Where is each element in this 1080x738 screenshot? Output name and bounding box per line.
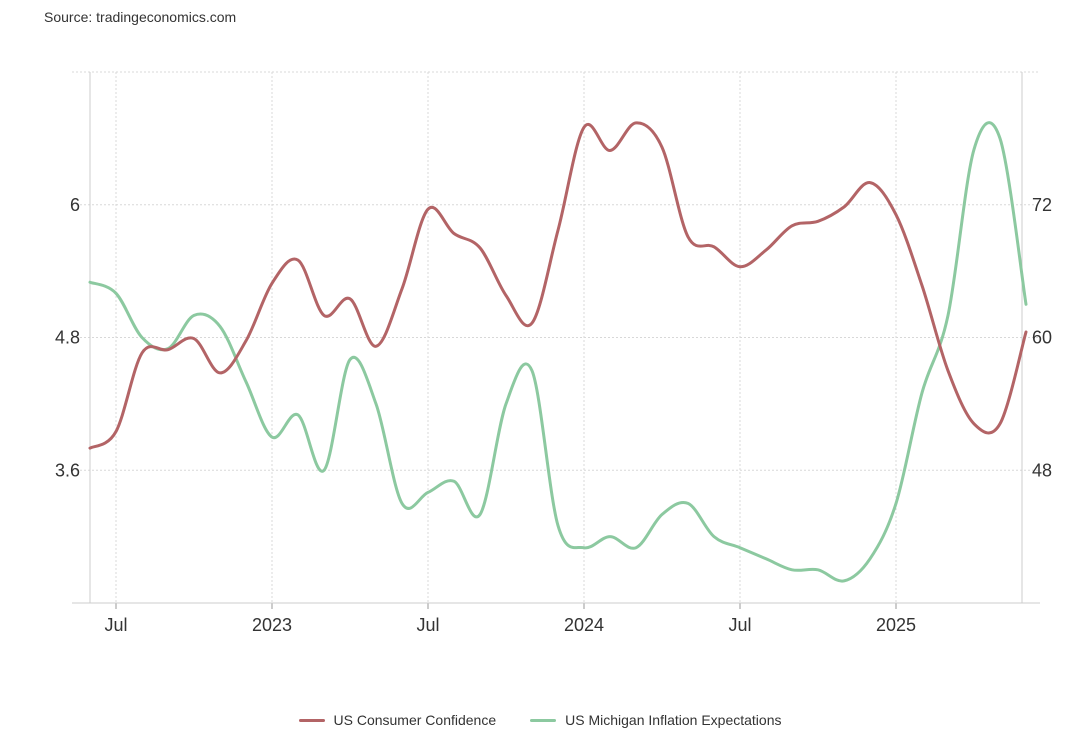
legend-item-consumer-confidence[interactable]: US Consumer Confidence xyxy=(298,712,497,728)
x-tick-label: 2024 xyxy=(564,615,604,635)
legend-label-consumer-confidence: US Consumer Confidence xyxy=(333,712,497,728)
right-tick-label: 48 xyxy=(1032,460,1052,480)
x-tick-label: 2025 xyxy=(876,615,916,635)
right-axis-ticks: 48 60 72 xyxy=(1032,195,1052,481)
legend-swatch-inflation-expectations xyxy=(530,718,557,722)
source-label: Source: tradingeconomics.com xyxy=(44,9,237,25)
legend-item-inflation-expectations[interactable]: US Michigan Inflation Expectations xyxy=(530,712,781,728)
x-tick-label: Jul xyxy=(416,615,439,635)
x-tick-label: 2023 xyxy=(252,615,292,635)
x-axis-ticks: Jul 2023 Jul 2024 Jul 2025 xyxy=(104,615,916,635)
x-tick-label: Jul xyxy=(728,615,751,635)
left-axis-ticks: 3.6 4.8 6 xyxy=(55,195,80,481)
right-tick-label: 60 xyxy=(1032,328,1052,348)
x-tick-label: Jul xyxy=(104,615,127,635)
axes xyxy=(72,72,1040,609)
legend-swatch-consumer-confidence xyxy=(298,718,325,722)
left-tick-label: 6 xyxy=(70,195,80,215)
series-layer xyxy=(88,121,1028,583)
line-chart: 3.6 4.8 6 48 60 72 Jul 2023 Jul 2024 Jul 2025 xyxy=(55,71,1052,635)
left-tick-label: 4.8 xyxy=(55,328,80,348)
series-line-inflation-expectations xyxy=(88,121,1028,583)
legend-label-inflation-expectations: US Michigan Inflation Expectations xyxy=(565,712,782,728)
left-tick-label: 3.6 xyxy=(55,460,80,480)
legend: US Consumer Confidence US Michigan Infla… xyxy=(0,712,1080,728)
grid xyxy=(72,71,1040,603)
series-line-consumer-confidence xyxy=(88,121,1028,450)
right-tick-label: 72 xyxy=(1032,195,1052,215)
